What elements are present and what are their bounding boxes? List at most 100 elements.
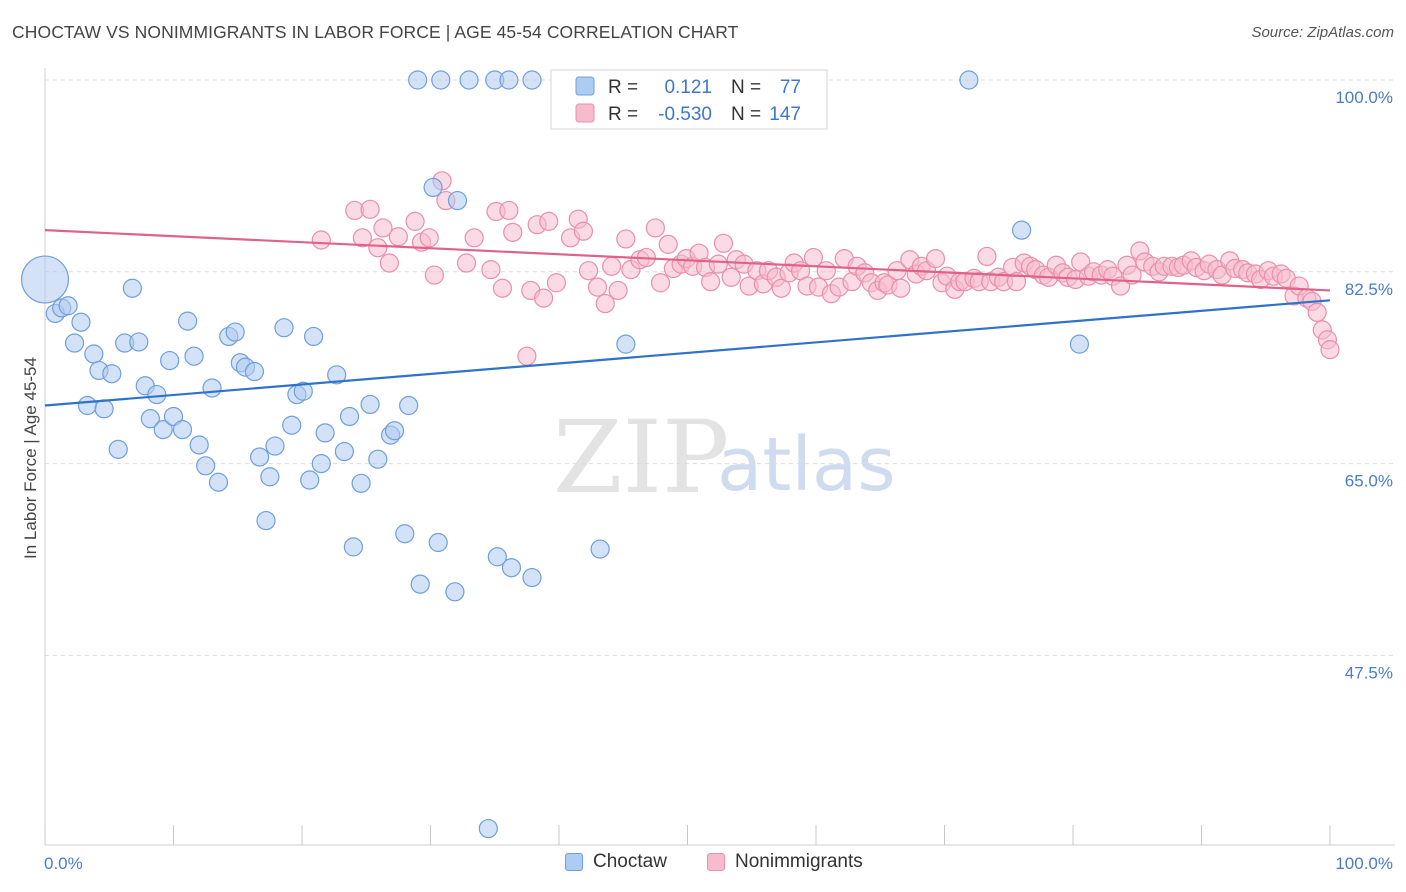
choctaw-point-50 <box>360 394 380 415</box>
nonimm-point-35 <box>616 229 636 249</box>
trend-lines <box>44 229 1331 407</box>
x-tick-label-1: 100.0% <box>1335 854 1393 873</box>
nonimm-point-51 <box>721 267 741 287</box>
nonimm-point-39 <box>645 218 665 238</box>
nonimm-point-15 <box>464 228 484 248</box>
nonimm-point-50 <box>713 233 734 253</box>
nonimm-point-59 <box>771 278 791 298</box>
choctaw-point-19 <box>160 350 180 371</box>
choctaw-point-73 <box>499 70 519 90</box>
nonimm-point-3 <box>360 199 380 219</box>
choctaw-point-16 <box>140 409 160 429</box>
nonimm-point-18 <box>492 278 513 298</box>
legend-n-label-nonimm: N = <box>731 104 761 125</box>
nonimm-point-143 <box>1307 302 1327 322</box>
choctaw-point-38 <box>282 415 302 435</box>
choctaw-point-49 <box>351 473 371 493</box>
bottom-legend-nonimm: Nonimmigrants <box>707 851 863 873</box>
choctaw-point-27 <box>208 472 229 492</box>
choctaw-point-71 <box>459 70 479 90</box>
nonimm-point-96 <box>1006 272 1027 292</box>
nonimm-point-40 <box>650 273 671 293</box>
choctaw-point-14 <box>129 332 149 352</box>
choctaw-point-17 <box>147 384 167 405</box>
legend-r-value-choctaw: 0.121 <box>664 77 712 98</box>
legend-swatch-choctaw <box>575 76 595 96</box>
nonimm-point-34 <box>608 280 628 301</box>
choctaw-point-36 <box>265 436 285 456</box>
choctaw-point-34 <box>256 510 276 531</box>
legend-r-label-choctaw: R = <box>608 77 638 98</box>
choctaw-point-11 <box>108 439 128 459</box>
choctaw-point-26 <box>202 378 222 398</box>
choctaw-point-20 <box>163 406 184 427</box>
choctaw-point-5 <box>71 312 91 332</box>
choctaw-point-4 <box>64 333 85 353</box>
legend: R = 0.121 N = 77 R = -0.530 N = 147 <box>550 69 828 130</box>
choctaw-points <box>21 70 1090 839</box>
choctaw-point-48 <box>343 537 363 557</box>
nonimm-point-25 <box>539 211 559 231</box>
watermark-zip: ZIP <box>553 399 729 516</box>
legend-r-value-nonimm: -0.530 <box>658 104 712 125</box>
choctaw-point-56 <box>410 574 430 594</box>
legend-n-label-choctaw: N = <box>731 77 761 98</box>
choctaw-point-40 <box>293 381 313 401</box>
nonimm-point-24 <box>533 288 554 308</box>
legend-swatch-nonimm <box>575 103 595 123</box>
choctaw-point-24 <box>189 435 209 455</box>
choctaw-point-61 <box>478 818 498 839</box>
nonimm-point-31 <box>587 277 608 297</box>
choctaw-point-53 <box>384 421 405 441</box>
y-tick-label-3: 100.0% <box>1335 88 1393 107</box>
nonimm-point-7 <box>388 227 408 247</box>
nonimm-point-6 <box>379 253 399 273</box>
nonimm-point-114 <box>1122 265 1142 285</box>
bottom-legend-label-choctaw: Choctaw <box>593 851 667 872</box>
choctaw-point-45 <box>327 365 347 385</box>
nonimm-point-32 <box>595 293 615 314</box>
choctaw-point-10 <box>102 364 122 384</box>
choctaw-point-29 <box>225 322 245 342</box>
choctaw-point-64 <box>522 567 542 588</box>
choctaw-point-22 <box>178 311 198 331</box>
choctaw-point-18 <box>153 420 173 440</box>
nonimm-point-5 <box>373 218 393 238</box>
choctaw-point-60 <box>447 190 468 211</box>
legend-n-value-nonimm: 147 <box>769 104 801 125</box>
choctaw-point-44 <box>315 423 335 443</box>
bottom-legend-swatch-choctaw <box>565 853 583 871</box>
axes <box>44 68 1395 846</box>
choctaw-point-42 <box>303 326 324 347</box>
chart-title: CHOCTAW VS NONIMMIGRANTS IN LABOR FORCE … <box>12 22 739 42</box>
choctaw-point-75 <box>959 70 979 90</box>
nonimm-trend-line <box>44 229 1331 292</box>
choctaw-point-63 <box>501 558 522 578</box>
choctaw-point-59 <box>445 582 465 602</box>
watermark-atlas: atlas <box>717 422 896 508</box>
choctaw-point-9 <box>94 399 114 419</box>
choctaw-point-47 <box>339 406 360 427</box>
nonimm-point-21 <box>517 346 537 366</box>
legend-r-label-nonimm: R = <box>608 104 638 125</box>
choctaw-point-66 <box>616 334 636 354</box>
choctaw-point-51 <box>368 449 388 469</box>
choctaw-point-43 <box>311 453 331 474</box>
nonimm-point-0 <box>311 230 331 250</box>
nonimmigrants-points <box>311 171 1340 366</box>
choctaw-point-7 <box>84 344 104 364</box>
nonimm-point-41 <box>658 234 678 254</box>
x-tick-labels: 0.0% 100.0% <box>44 854 1393 873</box>
choctaw-point-21 <box>172 420 193 440</box>
nonimm-point-19 <box>499 200 519 221</box>
source-label: Source: ZipAtlas.com <box>1251 24 1394 41</box>
nonimm-point-30 <box>578 261 599 281</box>
choctaw-point-54 <box>395 524 415 544</box>
nonimm-point-146 <box>1320 340 1340 360</box>
nonimm-point-14 <box>456 253 477 273</box>
choctaw-point-23 <box>184 346 204 366</box>
choctaw-point-46 <box>334 441 355 462</box>
nonimm-point-49 <box>708 254 728 274</box>
choctaw-point-58 <box>428 532 448 553</box>
